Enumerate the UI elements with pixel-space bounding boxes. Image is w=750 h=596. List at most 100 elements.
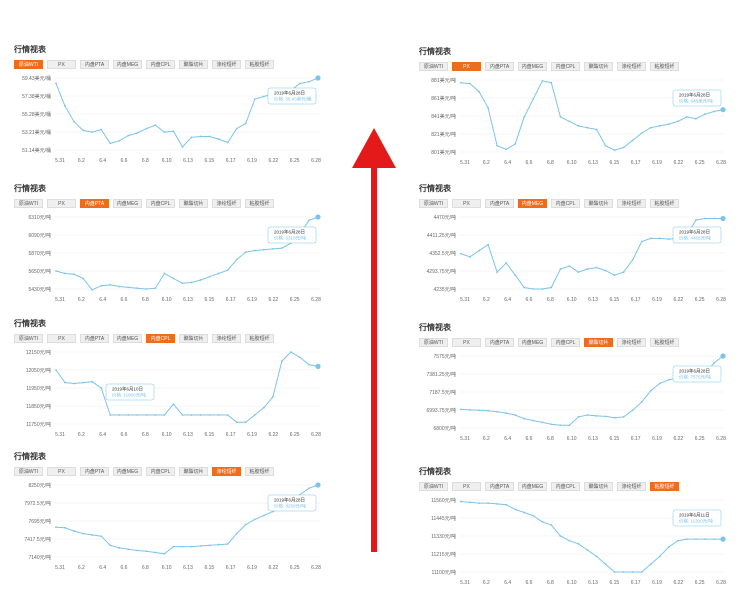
tab-0[interactable]: 原油WTI bbox=[419, 199, 448, 208]
tab-1[interactable]: PX bbox=[452, 62, 481, 71]
tab-3[interactable]: 内盘MEG bbox=[518, 338, 547, 347]
tab-7[interactable]: 粘胶短纤 bbox=[650, 338, 679, 347]
tab-0[interactable]: 原油WTI bbox=[419, 338, 448, 347]
x-tick-label: 6.15 bbox=[204, 158, 214, 164]
tab-5[interactable]: 聚酯切片 bbox=[584, 338, 613, 347]
y-tick-label: 4352.5元/吨 bbox=[429, 250, 456, 257]
data-point bbox=[685, 116, 688, 118]
data-point bbox=[604, 563, 607, 566]
data-point bbox=[649, 237, 652, 240]
tab-5[interactable]: 聚酯切片 bbox=[584, 482, 613, 491]
tab-4[interactable]: 内盘CPL bbox=[146, 60, 175, 69]
data-point bbox=[505, 148, 508, 151]
tab-1[interactable]: PX bbox=[47, 467, 76, 476]
tab-3[interactable]: 内盘MEG bbox=[518, 62, 547, 71]
y-tick-label: 11950元/吨 bbox=[26, 385, 51, 392]
tab-1[interactable]: PX bbox=[452, 482, 481, 491]
tab-4[interactable]: 内盘CPL bbox=[551, 62, 580, 71]
tab-4[interactable]: 内盘CPL bbox=[146, 199, 175, 208]
data-point bbox=[550, 81, 553, 84]
x-tick-label: 6.25 bbox=[695, 436, 705, 442]
data-point bbox=[145, 127, 148, 130]
data-point bbox=[523, 286, 526, 289]
tooltip bbox=[672, 365, 722, 383]
x-tick-label: 6.8 bbox=[547, 160, 554, 166]
x-tick-label: 6.8 bbox=[142, 565, 149, 571]
tab-6[interactable]: 涤纶短纤 bbox=[212, 60, 241, 69]
tab-3[interactable]: 内盘MEG bbox=[113, 60, 142, 69]
x-tick-label: 6.22 bbox=[268, 158, 278, 164]
tab-1[interactable]: PX bbox=[47, 199, 76, 208]
tab-0[interactable]: 原油WTI bbox=[419, 482, 448, 491]
data-point bbox=[622, 271, 625, 274]
tab-2[interactable]: 内盘PTA bbox=[485, 482, 514, 491]
data-point bbox=[478, 90, 480, 93]
tab-7[interactable]: 粘胶短纤 bbox=[245, 334, 274, 343]
data-point bbox=[685, 538, 688, 541]
tab-6[interactable]: 涤纶短纤 bbox=[617, 482, 646, 491]
tab-6[interactable]: 涤纶短纤 bbox=[617, 199, 646, 208]
tab-7[interactable]: 粘胶短纤 bbox=[245, 60, 274, 69]
tab-7[interactable]: 粘胶短纤 bbox=[245, 467, 274, 476]
data-point bbox=[299, 356, 301, 359]
tab-7[interactable]: 粘胶短纤 bbox=[650, 199, 679, 208]
tab-5[interactable]: 聚酯切片 bbox=[584, 62, 613, 71]
tab-3[interactable]: 内盘MEG bbox=[518, 199, 547, 208]
tab-3[interactable]: 内盘MEG bbox=[113, 467, 142, 476]
tab-2[interactable]: 内盘PTA bbox=[485, 199, 514, 208]
tab-1[interactable]: PX bbox=[47, 334, 76, 343]
tab-6[interactable]: 涤纶短纤 bbox=[617, 62, 646, 71]
tab-2[interactable]: 内盘PTA bbox=[80, 60, 109, 69]
data-point bbox=[496, 410, 499, 413]
tab-5[interactable]: 聚酯切片 bbox=[179, 334, 208, 343]
tab-1[interactable]: PX bbox=[47, 60, 76, 69]
tab-2[interactable]: 内盘PTA bbox=[80, 467, 109, 476]
tab-3[interactable]: 内盘MEG bbox=[113, 334, 142, 343]
tab-2[interactable]: 内盘PTA bbox=[80, 334, 109, 343]
tab-0[interactable]: 原油WTI bbox=[419, 62, 448, 71]
tab-2[interactable]: 内盘PTA bbox=[80, 199, 109, 208]
tab-2[interactable]: 内盘PTA bbox=[485, 62, 514, 71]
tab-4[interactable]: 内盘CPL bbox=[551, 482, 580, 491]
tab-6[interactable]: 涤纶短纤 bbox=[212, 334, 241, 343]
x-tick-label: 6.22 bbox=[673, 297, 683, 303]
tab-0[interactable]: 原油WTI bbox=[14, 60, 43, 69]
x-tick-label: 6.17 bbox=[631, 160, 641, 166]
tab-7[interactable]: 粘胶短纤 bbox=[650, 482, 679, 491]
data-point bbox=[100, 128, 103, 131]
x-tick-label: 6.8 bbox=[547, 297, 554, 303]
tab-1[interactable]: PX bbox=[452, 199, 481, 208]
tab-7[interactable]: 粘胶短纤 bbox=[245, 199, 274, 208]
tab-0[interactable]: 原油WTI bbox=[14, 467, 43, 476]
y-tick-label: 8250元/吨 bbox=[28, 482, 51, 489]
tab-5[interactable]: 聚酯切片 bbox=[179, 60, 208, 69]
data-point bbox=[172, 545, 175, 548]
tab-7[interactable]: 粘胶短纤 bbox=[650, 62, 679, 71]
tab-5[interactable]: 聚酯切片 bbox=[179, 467, 208, 476]
x-tick-label: 6.28 bbox=[716, 297, 726, 303]
x-tick-label: 5.31 bbox=[460, 297, 470, 303]
x-tick-label: 5.31 bbox=[460, 436, 470, 442]
x-tick-label: 6.8 bbox=[142, 432, 149, 438]
tab-0[interactable]: 原油WTI bbox=[14, 334, 43, 343]
tab-4[interactable]: 内盘CPL bbox=[551, 338, 580, 347]
tab-2[interactable]: 内盘PTA bbox=[485, 338, 514, 347]
data-point bbox=[118, 414, 121, 416]
tab-1[interactable]: PX bbox=[452, 338, 481, 347]
tab-4[interactable]: 内盘CPL bbox=[551, 199, 580, 208]
tab-0[interactable]: 原油WTI bbox=[14, 199, 43, 208]
x-tick-label: 6.19 bbox=[652, 160, 662, 166]
tab-6[interactable]: 涤纶短纤 bbox=[212, 467, 241, 476]
tab-3[interactable]: 内盘MEG bbox=[518, 482, 547, 491]
x-tick-label: 6.22 bbox=[268, 432, 278, 438]
tab-6[interactable]: 涤纶短纤 bbox=[212, 199, 241, 208]
tab-3[interactable]: 内盘MEG bbox=[113, 199, 142, 208]
tab-5[interactable]: 聚酯切片 bbox=[179, 199, 208, 208]
x-tick-label: 6.10 bbox=[567, 297, 577, 303]
tab-6[interactable]: 涤纶短纤 bbox=[617, 338, 646, 347]
tab-4[interactable]: 内盘CPL bbox=[146, 334, 175, 343]
data-point bbox=[244, 122, 247, 125]
tab-4[interactable]: 内盘CPL bbox=[146, 467, 175, 476]
tab-5[interactable]: 聚酯切片 bbox=[584, 199, 613, 208]
x-tick-label: 6.25 bbox=[290, 297, 300, 303]
